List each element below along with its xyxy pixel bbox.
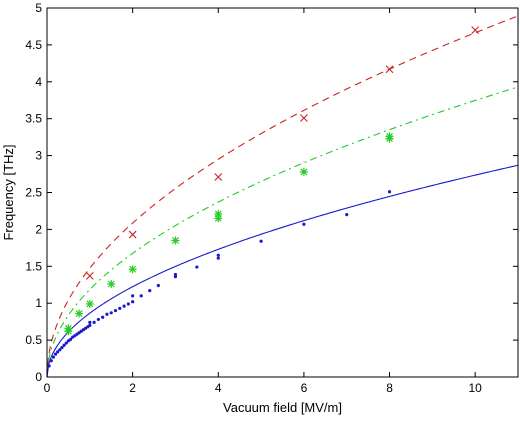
y-tick-label: 1.5 (25, 259, 42, 273)
data-markers (47, 26, 480, 368)
x-tick-label: 10 (469, 381, 483, 395)
x-tick-label: 4 (215, 381, 222, 395)
axis-ticks (46, 7, 518, 378)
fit-lines (46, 15, 519, 378)
dot-marker (96, 317, 100, 322)
dot-marker (109, 311, 113, 315)
dot-marker (88, 320, 92, 324)
dot-marker (173, 275, 178, 279)
asterisk-marker (214, 209, 223, 218)
dot-marker (131, 300, 135, 304)
dot-marker (88, 323, 92, 327)
y-tick-label: 0 (35, 370, 42, 384)
x-marker (385, 65, 394, 74)
dot-marker (113, 308, 118, 313)
dot-marker (101, 315, 105, 319)
asterisk-marker (299, 167, 308, 176)
asterisk-marker (85, 299, 94, 308)
tick-labels: 0 2 4 6 8 10 0 0.5 1 1.5 2 2.5 3 3.5 4 4.5 5 (25, 1, 482, 395)
dot-marker (68, 337, 73, 341)
asterisk-marker (385, 132, 394, 141)
x-tick-label: 8 (386, 381, 393, 395)
dot-marker (387, 190, 392, 194)
dot-marker (47, 364, 51, 368)
y-tick-label: 3.5 (25, 112, 42, 126)
fit-line (46, 15, 519, 378)
dot-marker (60, 345, 64, 350)
asterisk-marker (75, 309, 84, 318)
x-marker (471, 26, 480, 35)
y-tick-label: 5 (35, 1, 42, 15)
dot-marker (345, 213, 349, 217)
x-marker (300, 114, 308, 122)
asterisk-marker (107, 280, 116, 289)
dot-marker (64, 341, 68, 345)
dot-marker (195, 265, 199, 269)
fit-line (46, 86, 519, 378)
dot-marker (92, 320, 96, 324)
dot-marker (156, 283, 160, 288)
dot-marker (126, 302, 130, 306)
dot-marker (259, 239, 263, 243)
y-tick-label: 0.5 (25, 333, 42, 347)
dot-marker (118, 306, 122, 310)
asterisk-marker (64, 324, 73, 333)
x-marker (214, 173, 223, 181)
dot-marker (53, 352, 58, 356)
fit-line (46, 164, 519, 378)
dot-marker (302, 222, 306, 226)
dot-marker (216, 256, 220, 260)
asterisk-marker (128, 265, 137, 274)
dot-marker (173, 272, 178, 277)
dot-marker (105, 312, 109, 316)
dot-marker (148, 289, 152, 293)
x-tick-label: 6 (301, 381, 308, 395)
dot-marker (56, 350, 60, 354)
dot-marker (122, 304, 126, 308)
dot-marker (131, 294, 135, 298)
y-tick-label: 2.5 (25, 186, 42, 200)
dot-marker (216, 253, 220, 257)
dot-marker (62, 343, 66, 347)
dot-marker (58, 348, 62, 352)
y-tick-label: 1 (35, 296, 42, 310)
x-marker (128, 230, 137, 239)
y-tick-label: 4 (35, 75, 42, 89)
x-marker (85, 272, 94, 280)
asterisk-marker (171, 236, 180, 245)
dot-marker (51, 355, 56, 359)
y-tick-label: 4.5 (25, 38, 42, 52)
x-tick-label: 2 (129, 381, 136, 395)
y-tick-label: 3 (35, 149, 42, 163)
x-tick-label: 0 (44, 381, 51, 395)
y-tick-label: 2 (35, 222, 42, 236)
y-axis-title: Frequency [THz] (1, 144, 16, 240)
dot-marker (49, 359, 53, 363)
dot-marker (139, 294, 143, 298)
plot-frame (46, 7, 519, 378)
x-axis-title: Vacuum field [MV/m] (223, 400, 342, 415)
